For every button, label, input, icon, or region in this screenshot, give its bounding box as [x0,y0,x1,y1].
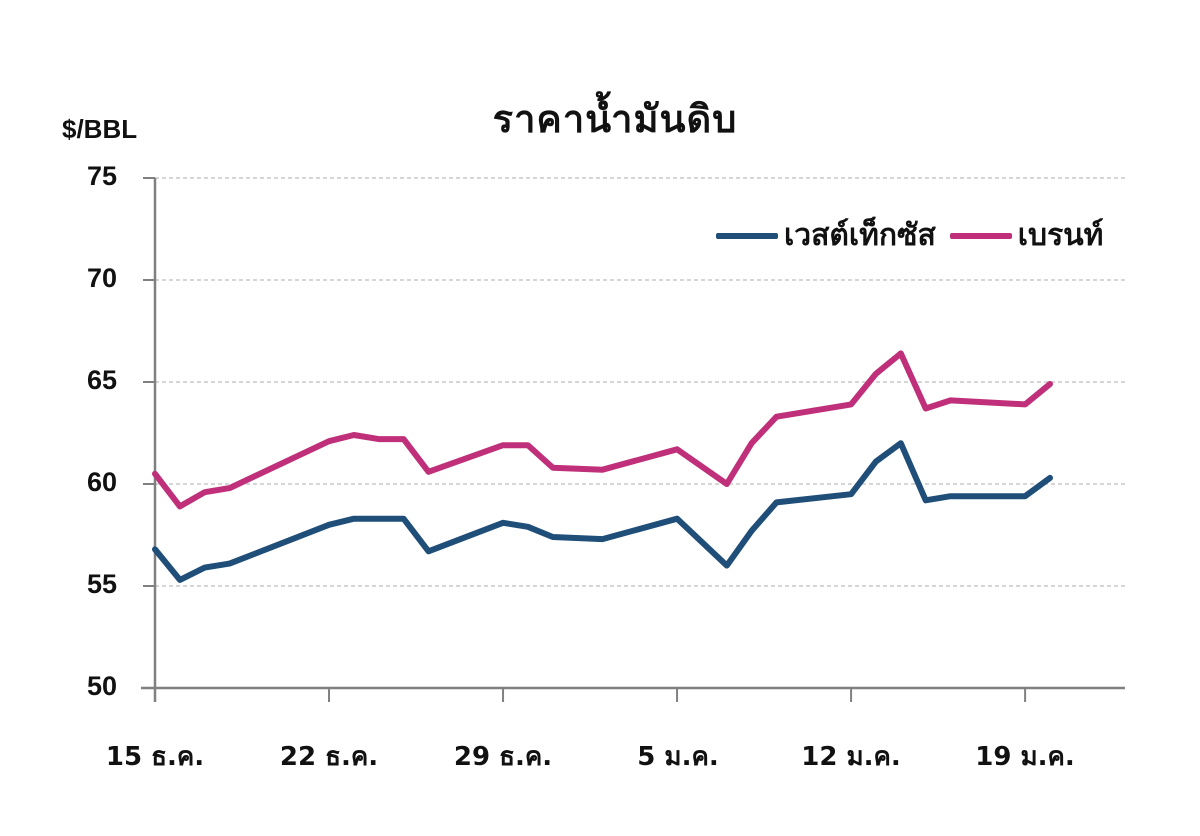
legend-label-wti: เวสต์เท็กซัส [784,218,936,253]
y-tick-60: 60 [86,467,117,497]
x-tick-22-dec: 22 ธ.ค. [279,742,379,772]
x-tick-5-jan: 5 ม.ค. [637,742,719,772]
legend-swatch-brent [949,232,1012,239]
y-tick-70: 70 [86,263,117,293]
x-tick-15-dec: 15 ธ.ค. [105,742,205,772]
y-tick-65: 65 [86,365,117,395]
legend-label-brent: เบรนท์ [1017,218,1104,253]
brent-price-line [152,350,1053,510]
series-lines [152,350,1053,583]
gridlines [143,177,1125,689]
legend-swatch-wti [716,232,778,239]
axes [141,178,1125,702]
x-tick-19-jan: 19 ม.ค. [975,742,1075,772]
y-tick-55: 55 [86,569,117,599]
wti-price-line [152,440,1053,583]
legend-item-wti: เวสต์เท็กซัส [716,212,936,259]
y-tick-50: 50 [86,671,117,701]
chart-title: ราคาน้ำมันดิบ [492,97,738,141]
y-axis-unit-label: $/BBL [62,114,138,144]
legend: เวสต์เท็กซัส เบรนท์ [716,212,1117,259]
legend-item-brent: เบรนท์ [949,212,1104,259]
x-tick-29-dec: 29 ธ.ค. [453,742,553,772]
y-tick-75: 75 [86,161,117,191]
x-tick-12-jan: 12 ม.ค. [801,742,901,772]
